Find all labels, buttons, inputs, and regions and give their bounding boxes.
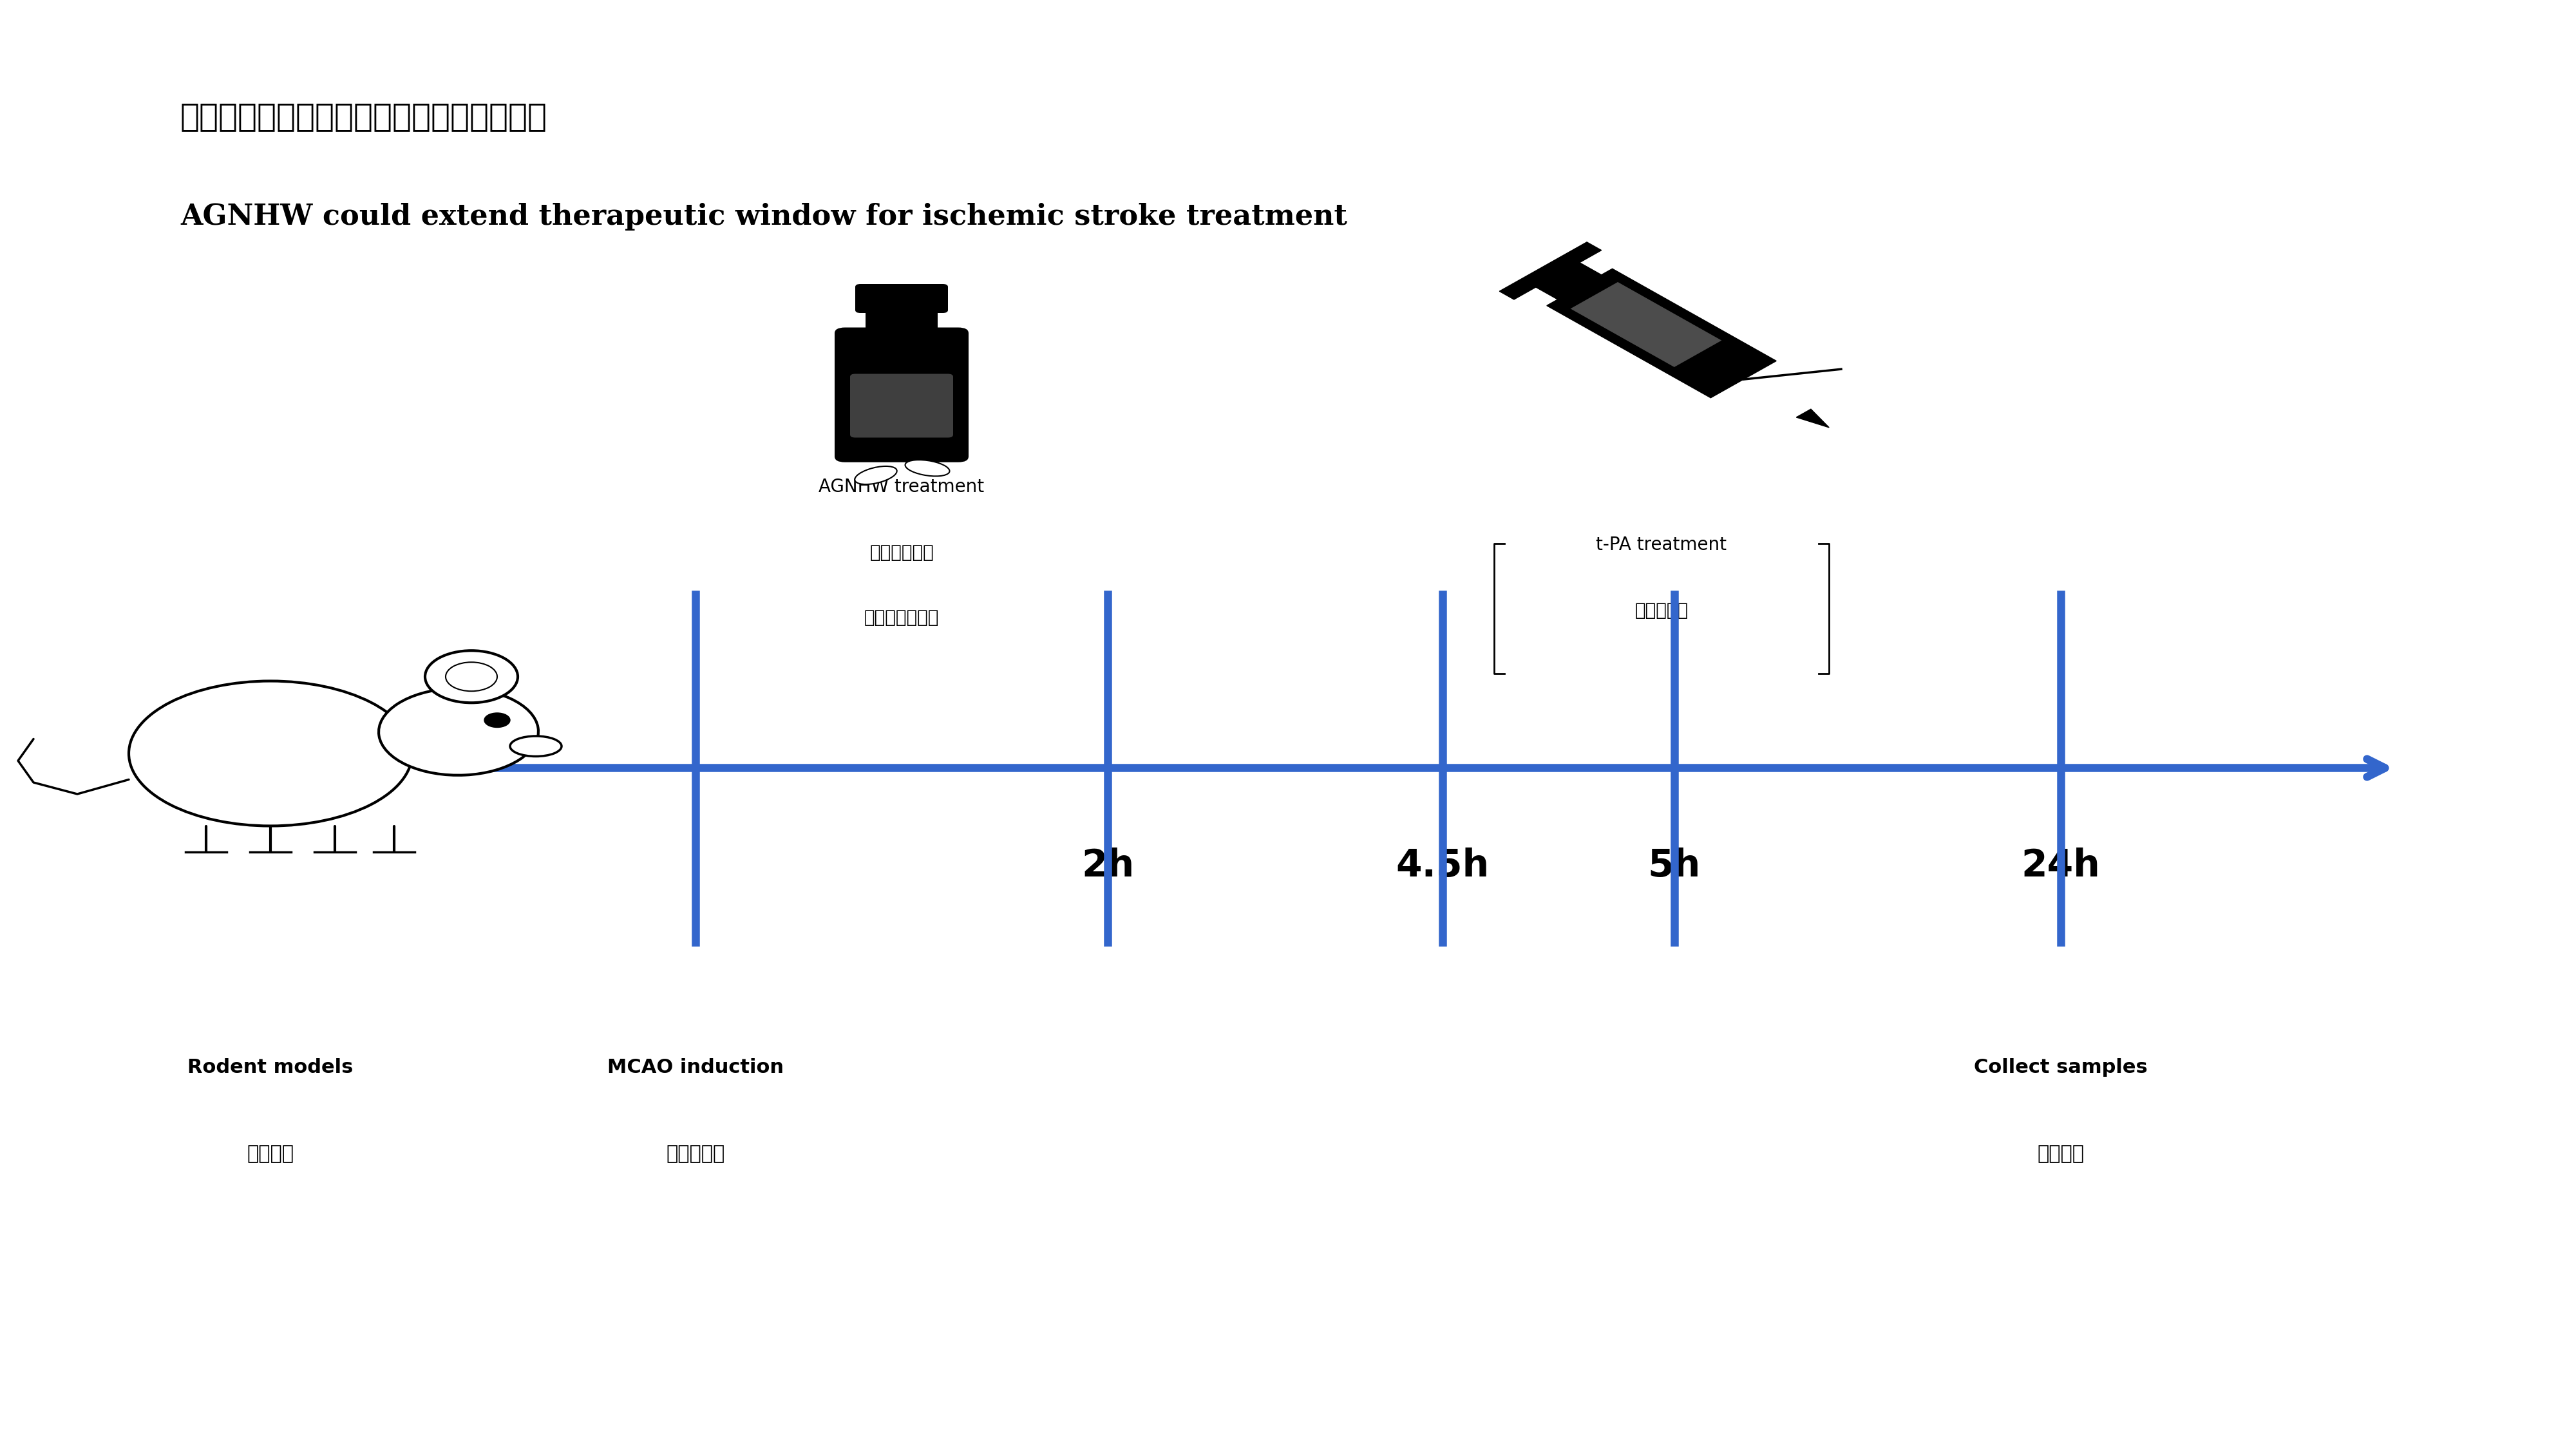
Text: 24h: 24h (2022, 848, 2099, 884)
FancyBboxPatch shape (855, 284, 948, 313)
Text: 安宮牛黃丸可延長缺血性中風的治療黃金期: 安宮牛黃丸可延長缺血性中風的治療黃金期 (180, 101, 546, 132)
Circle shape (484, 713, 510, 727)
Polygon shape (1546, 268, 1777, 398)
Ellipse shape (379, 688, 538, 775)
Polygon shape (1499, 242, 1602, 300)
Ellipse shape (510, 736, 562, 756)
Ellipse shape (855, 467, 896, 484)
FancyBboxPatch shape (850, 374, 953, 438)
Text: 大鼠模型: 大鼠模型 (247, 1145, 294, 1164)
Text: 模擬腦缺血: 模擬腦缺血 (667, 1145, 724, 1164)
Polygon shape (1795, 409, 1829, 427)
Text: AGNHW treatment: AGNHW treatment (819, 478, 984, 496)
Polygon shape (1571, 283, 1721, 367)
Text: t-PA treatment: t-PA treatment (1597, 536, 1726, 554)
Text: 注射溶血針: 注射溶血針 (1636, 601, 1687, 619)
Text: 2h: 2h (1082, 848, 1133, 884)
Text: 服食安宮牛黃丸: 服食安宮牛黃丸 (863, 609, 940, 626)
Text: AGNHW could extend therapeutic window for ischemic stroke treatment: AGNHW could extend therapeutic window fo… (180, 203, 1347, 230)
Polygon shape (1535, 262, 1610, 304)
Circle shape (425, 651, 518, 703)
Text: 5h: 5h (1649, 848, 1700, 884)
Text: 採集樣本: 採集樣本 (2038, 1145, 2084, 1164)
Text: 4.5h: 4.5h (1396, 848, 1489, 884)
Circle shape (446, 662, 497, 691)
Text: MCAO induction: MCAO induction (608, 1058, 783, 1077)
Text: Collect samples: Collect samples (1973, 1058, 2148, 1077)
FancyBboxPatch shape (835, 327, 969, 462)
Text: Rodent models: Rodent models (188, 1058, 353, 1077)
Ellipse shape (904, 459, 951, 477)
Text: 腦缺血兩小時: 腦缺血兩小時 (871, 543, 933, 561)
FancyBboxPatch shape (866, 304, 938, 336)
Ellipse shape (129, 681, 412, 826)
